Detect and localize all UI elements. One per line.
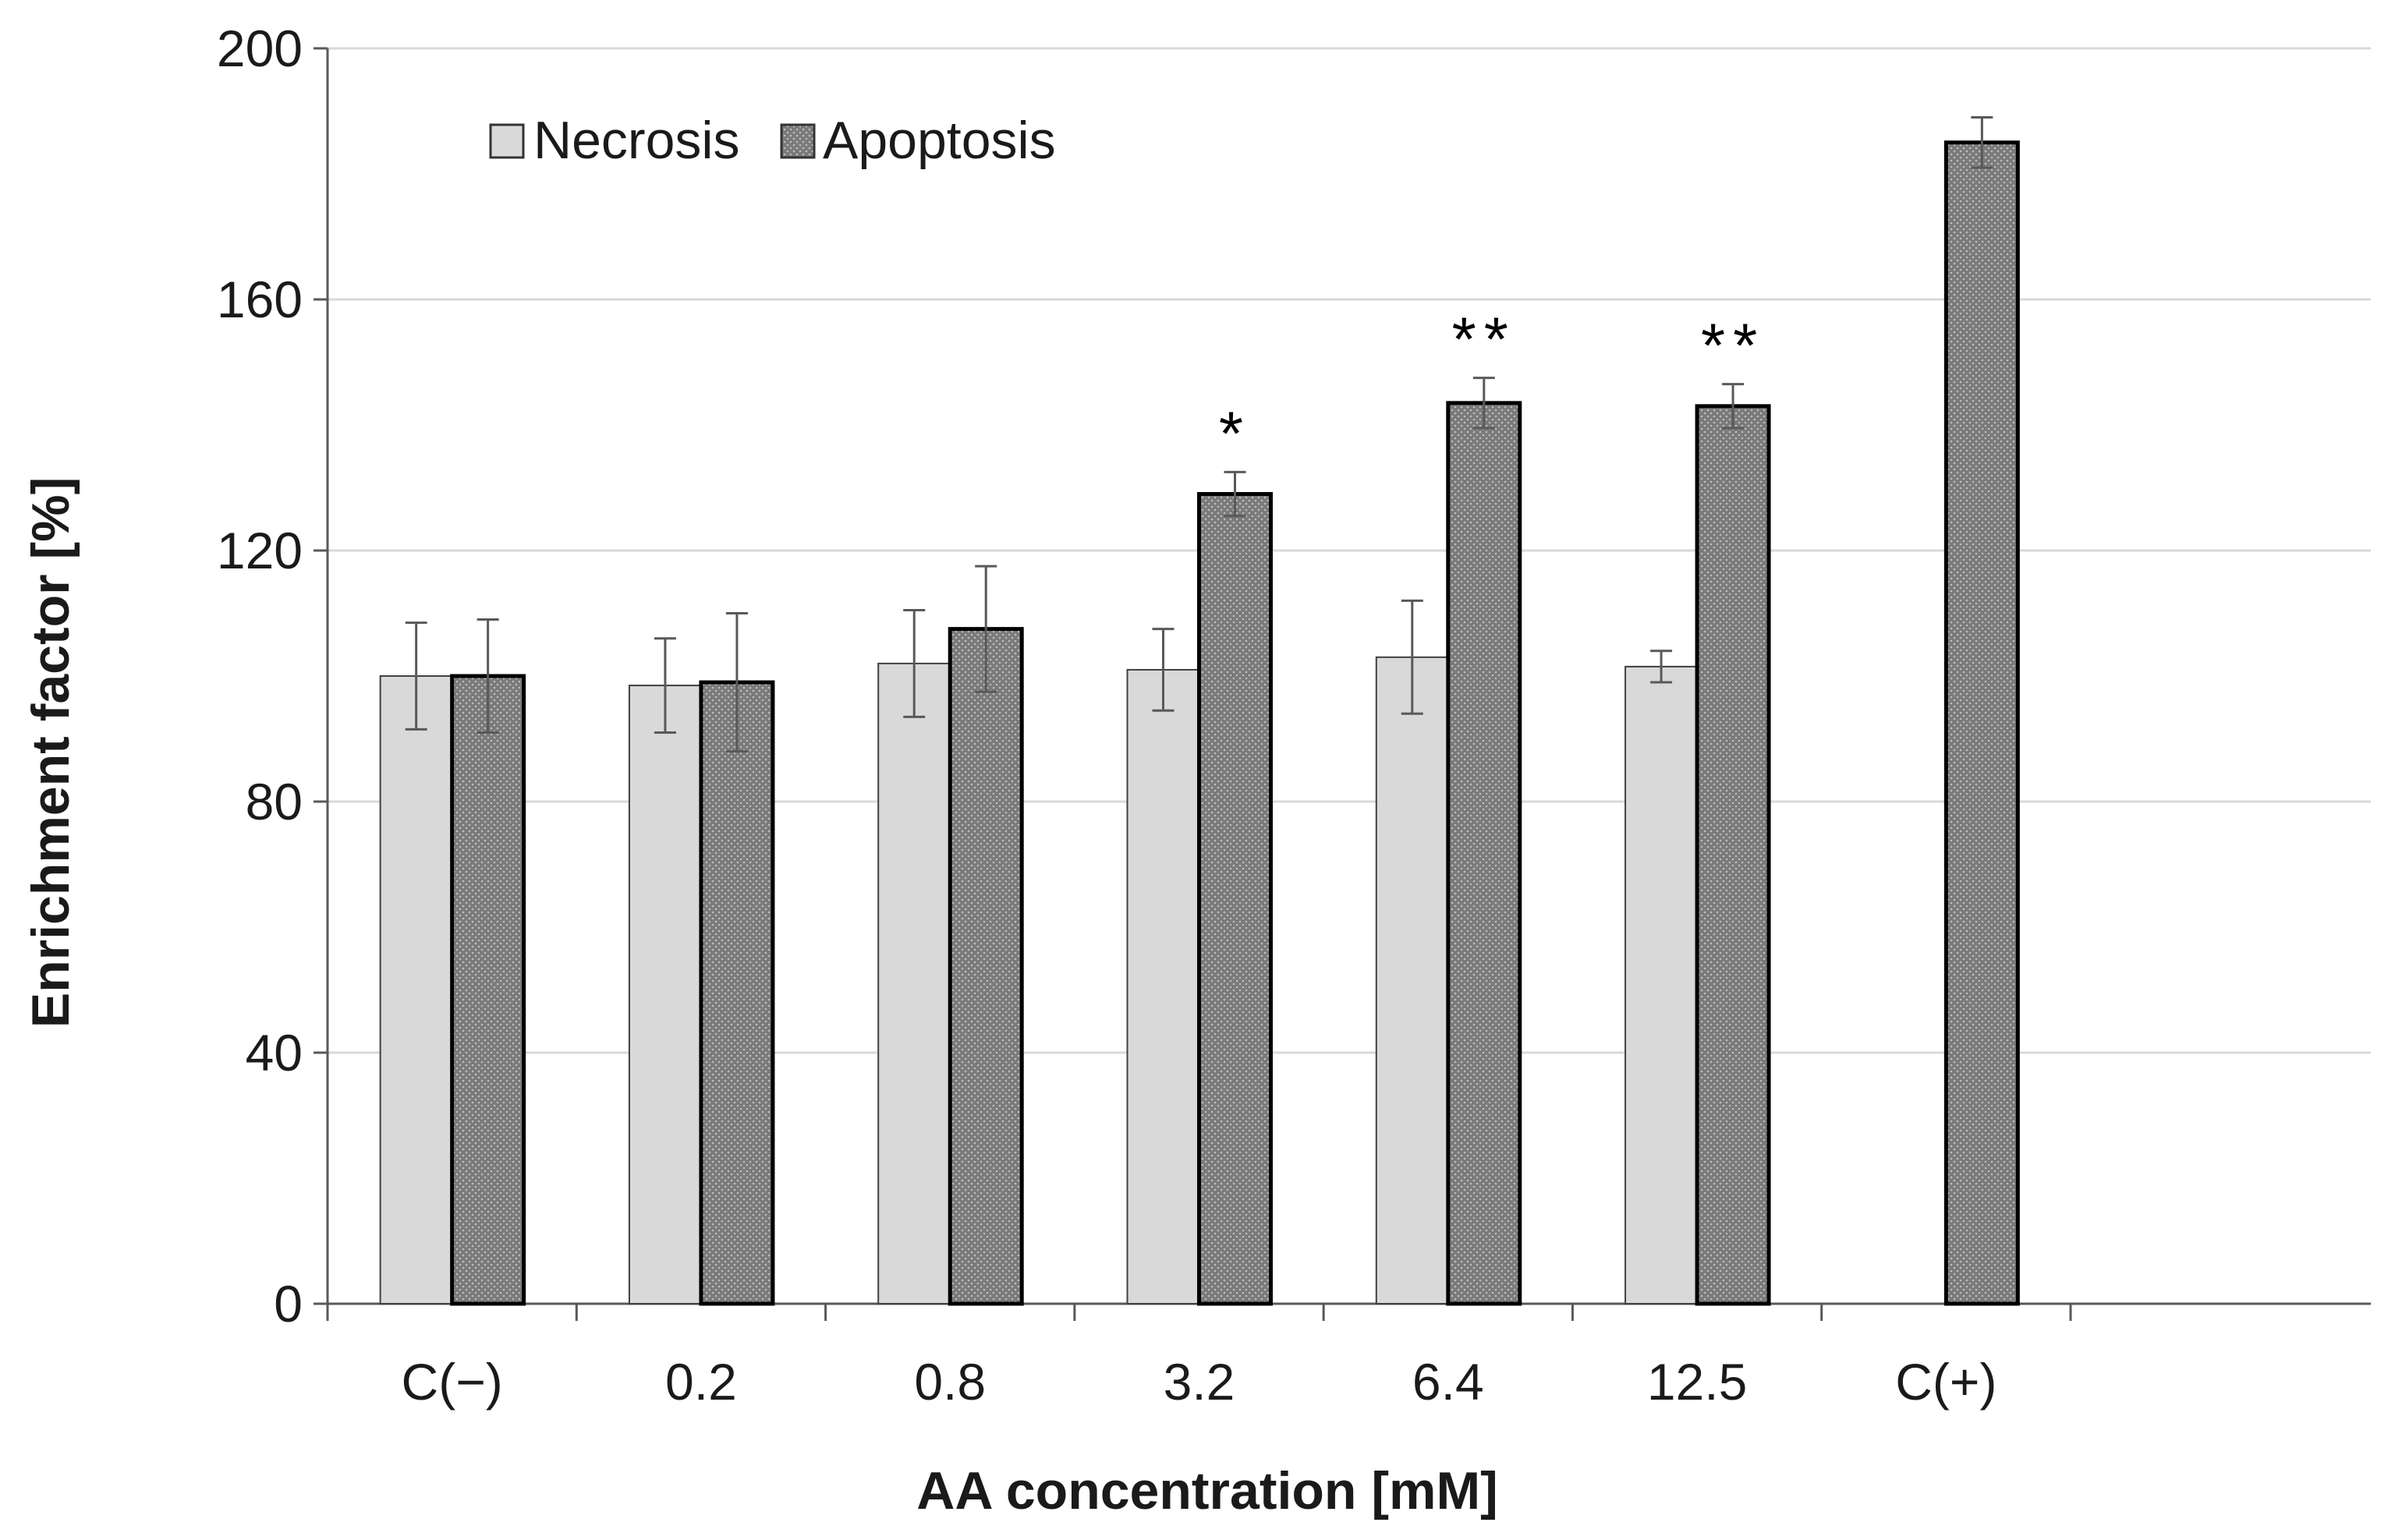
x-tick-label-0_8: 0.8 <box>914 1353 986 1411</box>
x-tick-label-c: C(−) <box>402 1353 503 1411</box>
bar-apoptosis-c <box>450 674 526 1306</box>
bar-necrosis-c <box>379 675 453 1305</box>
legend-swatch-necrosis <box>489 123 525 159</box>
tick-labels: 0 40 80 120 160 200 C(−) 0.2 0.8 3.2 6.4 12.5 C(+) <box>217 19 1997 1411</box>
bars <box>379 140 2020 1306</box>
y-tick-label-200: 200 <box>217 19 303 77</box>
x-tick-label-c: C(+) <box>1895 1353 1996 1411</box>
bar-necrosis-12_5 <box>1624 665 1699 1305</box>
bar-apoptosis-3_2 <box>1197 492 1273 1306</box>
significance-12_5: ** <box>1701 311 1765 381</box>
legend-swatch-apoptosis <box>780 123 816 159</box>
x-axis-title: AA concentration [mM] <box>916 1461 1497 1521</box>
bar-apoptosis-0_2 <box>699 680 775 1306</box>
bar-necrosis-0_8 <box>877 662 951 1305</box>
bar-apoptosis-0_8 <box>948 627 1024 1306</box>
y-tick-label-40: 40 <box>246 1024 303 1082</box>
significance-3_2: * <box>1219 398 1251 468</box>
bar-apoptosis-12_5 <box>1695 404 1771 1306</box>
bar-necrosis-6_4 <box>1375 656 1449 1305</box>
y-axis-title: Enrichment factor [%] <box>21 477 80 1028</box>
bar-apoptosis-6_4 <box>1446 401 1522 1306</box>
significance-6_4: ** <box>1452 305 1516 374</box>
legend: Necrosis Apoptosis <box>489 111 1056 170</box>
x-tick-label-12_5: 12.5 <box>1647 1353 1747 1411</box>
bar-apoptosis-c <box>1943 140 2020 1306</box>
error-bars <box>405 116 1993 753</box>
significance-annotations: *** ** <box>1219 305 1765 469</box>
axes <box>314 47 2371 1321</box>
x-tick-label-0_2: 0.2 <box>665 1353 737 1411</box>
y-tick-label-120: 120 <box>217 522 303 579</box>
y-tick-label-0: 0 <box>274 1275 303 1333</box>
y-tick-label-80: 80 <box>246 773 303 830</box>
legend-label-apoptosis: Apoptosis <box>823 111 1056 170</box>
bar-necrosis-0_2 <box>628 685 702 1305</box>
x-tick-label-6_4: 6.4 <box>1412 1353 1484 1411</box>
x-tick-label-3_2: 3.2 <box>1164 1353 1235 1411</box>
bar-necrosis-3_2 <box>1126 668 1200 1305</box>
y-tick-label-160: 160 <box>217 271 303 328</box>
legend-label-necrosis: Necrosis <box>533 111 740 170</box>
